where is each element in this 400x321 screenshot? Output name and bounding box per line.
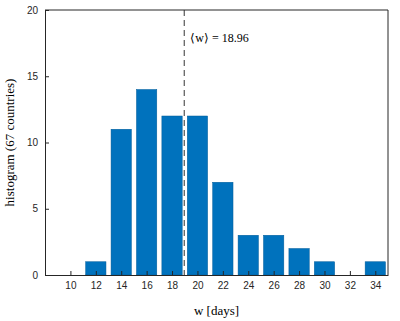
bar [86, 262, 106, 275]
chart: 10 12 14 16 18 20 22 24 26 28 30 32 34 0 5 10 15 20 ⟨w⟩ = … [0, 0, 400, 321]
x-tick: 12 [91, 271, 103, 291]
plot: 10 12 14 16 18 20 22 24 26 28 30 32 34 0 5 10 15 20 ⟨w⟩ = … [27, 5, 389, 291]
x-tick-mark [223, 271, 224, 275]
x-tick: 24 [243, 271, 255, 291]
y-tick: 5 [32, 203, 49, 214]
bar [365, 262, 385, 275]
x-tick: 10 [65, 271, 77, 291]
x-tick-label: 16 [142, 280, 154, 291]
x-tick: 20 [192, 271, 204, 291]
x-tick-mark [375, 271, 376, 275]
x-tick: 28 [294, 271, 306, 291]
x-tick-mark [248, 271, 249, 275]
y-tick: 15 [27, 71, 49, 82]
y-tick-mark [45, 76, 49, 77]
y-tick: 10 [27, 137, 49, 148]
annotation: ⟨w⟩ = 18.96 [190, 31, 248, 45]
x-tick-label: 26 [269, 280, 281, 291]
y-tick-label: 20 [27, 5, 39, 16]
bar [264, 235, 284, 275]
x-tick-label: 22 [218, 280, 230, 291]
bar [213, 182, 233, 275]
x-tick-mark [324, 271, 325, 275]
x-tick-label: 10 [65, 280, 77, 291]
x-tick: 16 [142, 271, 154, 291]
y-tick-mark [45, 209, 49, 210]
x-tick-label: 14 [116, 280, 128, 291]
x-tick: 34 [370, 271, 382, 291]
bar [111, 129, 131, 275]
x-tick-mark [70, 271, 71, 275]
bar [238, 235, 258, 275]
x-tick: 30 [319, 271, 331, 291]
bar [314, 262, 334, 275]
y-tick-label: 10 [27, 137, 39, 148]
y-tick-mark [45, 275, 49, 276]
x-tick: 22 [218, 271, 230, 291]
x-tick: 26 [269, 271, 281, 291]
x-tick-mark [350, 271, 351, 275]
x-tick-label: 28 [294, 280, 306, 291]
x-tick-mark [121, 271, 122, 275]
y-tick: 0 [32, 270, 49, 281]
bar [136, 90, 156, 276]
axis-line [46, 275, 389, 276]
bars [86, 10, 386, 275]
y-tick-mark [45, 143, 49, 144]
x-tick-label: 12 [91, 280, 103, 291]
y-tick-label: 15 [27, 71, 39, 82]
x-tick-mark [299, 271, 300, 275]
x-tick-mark [172, 271, 173, 275]
frame-top [45, 10, 388, 11]
x-tick-label: 32 [345, 280, 357, 291]
x-tick: 32 [345, 271, 357, 291]
mean-line [184, 10, 185, 275]
x-tick-label: 20 [192, 280, 204, 291]
plot-background [45, 10, 388, 275]
y-tick-label: 0 [32, 270, 38, 281]
y-axis: 0 5 10 15 20 [27, 5, 49, 281]
x-axis: 10 12 14 16 18 20 22 24 26 28 30 32 34 [46, 271, 389, 291]
x-tick-mark [96, 271, 97, 275]
x-tick-label: 18 [167, 280, 179, 291]
x-tick-mark [274, 271, 275, 275]
x-tick-mark [147, 271, 148, 275]
x-tick: 14 [116, 271, 128, 291]
x-tick-mark [197, 271, 198, 275]
y-tick-label: 5 [32, 203, 38, 214]
x-tick-label: 34 [370, 280, 382, 291]
x-tick: 18 [167, 271, 179, 291]
x-tick-label: 30 [319, 280, 331, 291]
x-axis-label: w [days] [194, 303, 239, 318]
bar [187, 116, 207, 275]
x-tick-label: 24 [243, 280, 255, 291]
bar [162, 116, 182, 275]
frame-right [388, 10, 389, 275]
y-axis-label: histogram (67 countries) [2, 79, 17, 207]
bar [289, 249, 309, 276]
